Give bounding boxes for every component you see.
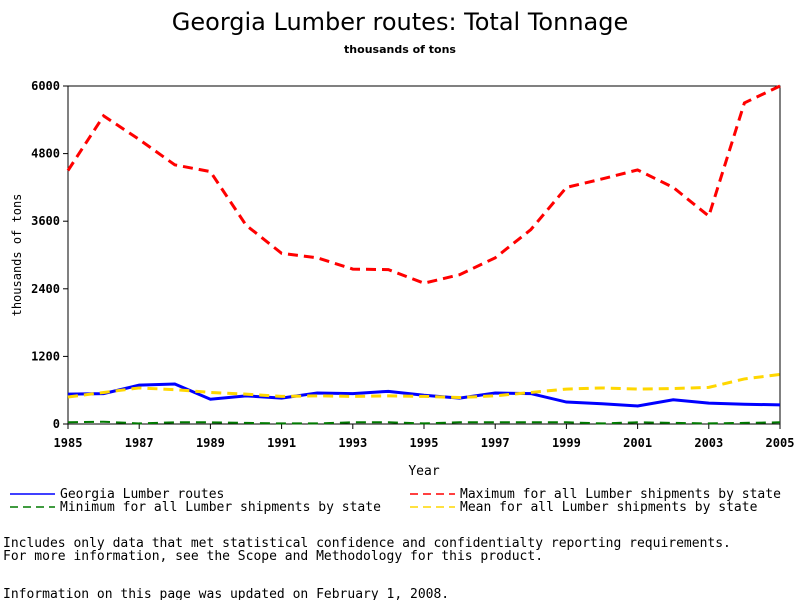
chart-subtitle: thousands of tons xyxy=(344,43,456,56)
y-tick-label: 1200 xyxy=(31,349,60,363)
x-tick-label: 1989 xyxy=(196,436,225,450)
footnote: Information on this page was updated on … xyxy=(3,587,449,600)
x-tick-label: 1991 xyxy=(267,436,296,450)
x-tick-label: 1995 xyxy=(410,436,439,450)
x-tick-label: 2005 xyxy=(766,436,795,450)
y-tick-label: 6000 xyxy=(31,79,60,93)
y-tick-label: 3600 xyxy=(31,214,60,228)
x-axis-label: Year xyxy=(408,464,439,479)
legend-label: Georgia Lumber routes xyxy=(60,487,224,502)
chart-title: Georgia Lumber routes: Total Tonnage xyxy=(172,8,628,36)
x-tick-label: 2003 xyxy=(694,436,723,450)
y-tick-label: 2400 xyxy=(31,282,60,296)
x-tick-label: 1997 xyxy=(481,436,510,450)
legend-label: Mean for all Lumber shipments by state xyxy=(460,500,758,515)
series-line xyxy=(66,84,781,285)
x-tick-label: 1993 xyxy=(338,436,367,450)
footnote: For more information, see the Scope and … xyxy=(3,549,543,564)
x-tick-label: 1985 xyxy=(54,436,83,450)
plot-frame xyxy=(67,85,781,425)
series-line xyxy=(67,420,781,425)
legend-label: Minimum for all Lumber shipments by stat… xyxy=(60,500,381,515)
y-tick-label: 0 xyxy=(53,417,60,431)
footnote: Includes only data that met statistical … xyxy=(3,536,731,551)
x-tick-label: 1999 xyxy=(552,436,581,450)
legend-label: Maximum for all Lumber shipments by stat… xyxy=(460,487,781,502)
y-tick-label: 4800 xyxy=(31,147,60,161)
x-tick-label: 1987 xyxy=(125,436,154,450)
series-line xyxy=(67,372,781,400)
x-tick-label: 2001 xyxy=(623,436,652,450)
y-axis-label: thousands of tons xyxy=(10,194,24,317)
